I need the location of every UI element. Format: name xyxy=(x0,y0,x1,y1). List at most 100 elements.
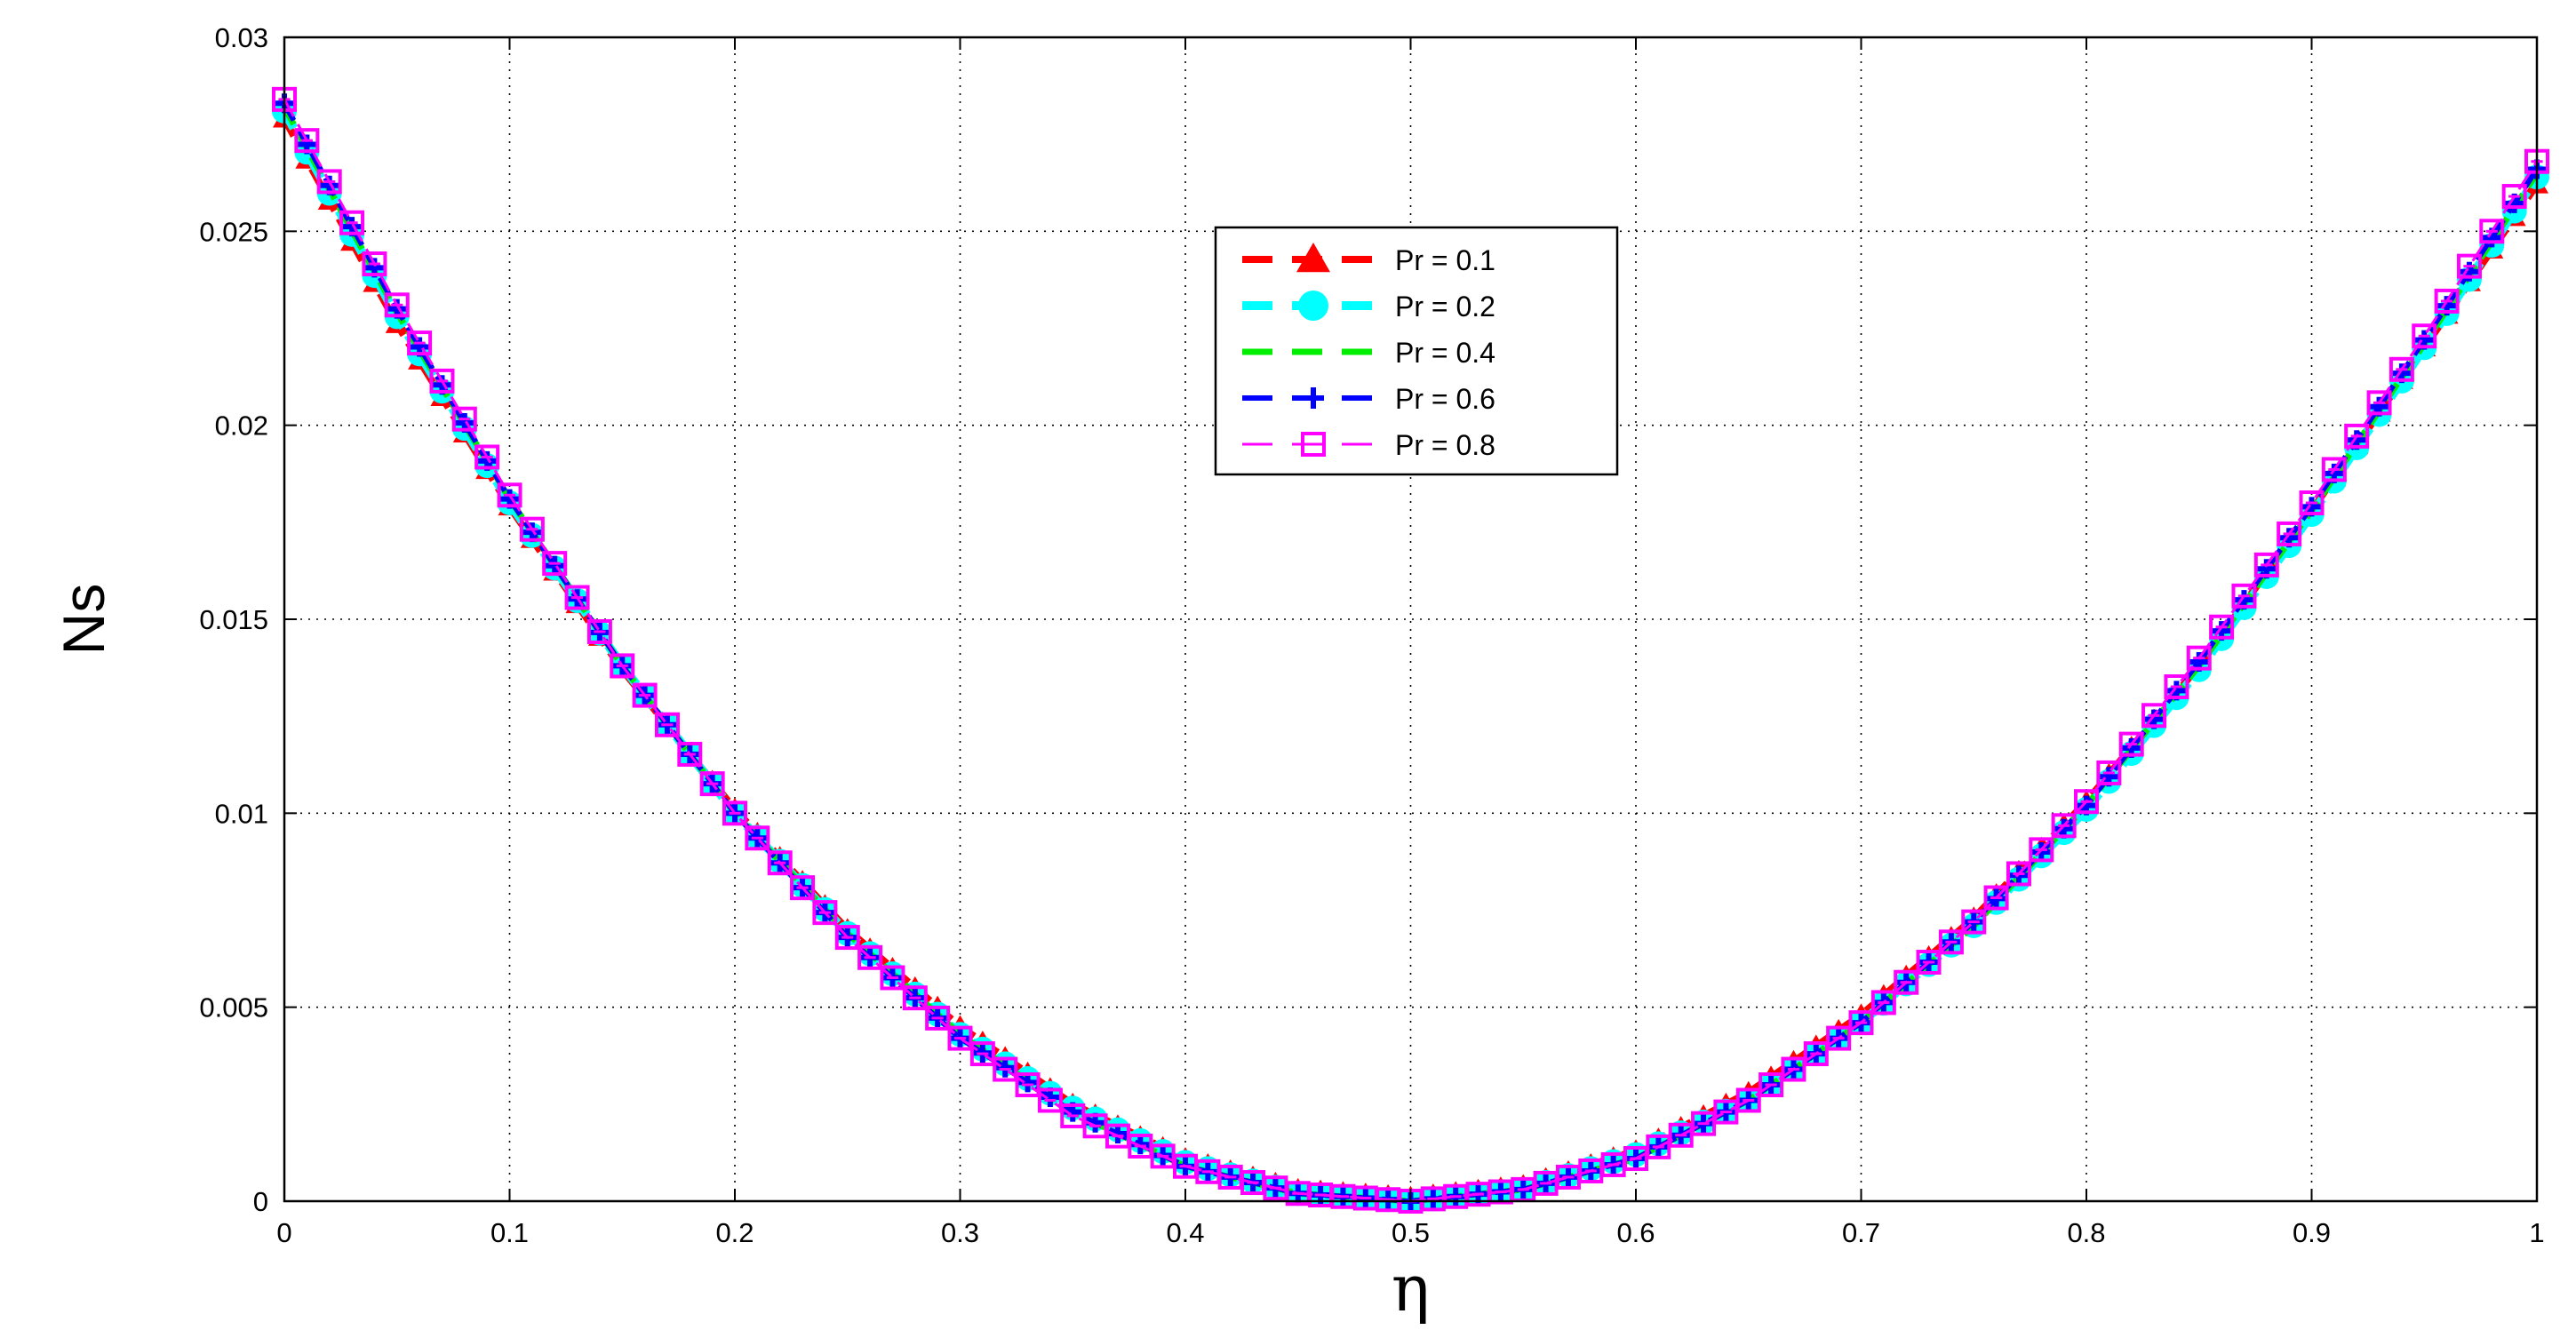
series-marker xyxy=(654,712,680,737)
series-marker xyxy=(767,850,793,876)
series-marker xyxy=(2118,731,2144,757)
x-tick-label: 0.4 xyxy=(1166,1217,1204,1248)
series-marker xyxy=(925,1005,951,1031)
series-marker xyxy=(745,825,770,851)
legend: Pr = 0.1 Pr = 0.2 Pr = 0.4 Pr = 0.6 Pr = 0.8 xyxy=(1214,226,1619,476)
x-tick-label: 0.3 xyxy=(941,1217,979,1248)
series-marker xyxy=(429,368,455,394)
series-marker xyxy=(677,741,703,767)
series-marker xyxy=(475,444,500,470)
legend-item: Pr = 0.6 xyxy=(1242,383,1495,415)
x-tick-label: 0.7 xyxy=(1842,1217,1880,1248)
series-marker xyxy=(2029,837,2054,863)
y-tick-label: 0.03 xyxy=(215,22,268,53)
series-marker xyxy=(1803,1041,1829,1067)
x-tick-label: 0.8 xyxy=(2067,1217,2105,1248)
series-marker xyxy=(699,771,725,797)
y-tick-label: 0.01 xyxy=(215,798,268,829)
series-marker xyxy=(2141,703,2167,729)
series-marker xyxy=(2164,673,2189,699)
series-marker xyxy=(857,944,883,970)
series-marker xyxy=(995,1057,1016,1078)
series-marker xyxy=(1848,1010,1874,1036)
series-marker xyxy=(880,965,905,991)
series-marker xyxy=(722,800,747,826)
y-tick-label: 0.015 xyxy=(199,604,268,635)
series-marker xyxy=(2366,390,2392,416)
legend-label: Pr = 0.6 xyxy=(1395,383,1495,415)
series-marker xyxy=(1916,950,1942,976)
series-marker xyxy=(1894,969,1919,995)
series-marker xyxy=(2501,184,2527,210)
legend-marker xyxy=(1298,291,1328,321)
y-tick-labels: 0 0.005 0.01 0.015 0.02 0.025 0.03 xyxy=(199,22,268,1217)
series-marker xyxy=(564,585,590,610)
series-marker xyxy=(586,618,612,644)
series-marker xyxy=(316,169,342,195)
x-tick-label: 0.5 xyxy=(1392,1217,1430,1248)
series-marker xyxy=(969,1041,995,1067)
series-marker xyxy=(2344,423,2370,449)
series-marker xyxy=(1870,990,1896,1015)
series-marker xyxy=(1759,1072,1784,1097)
legend-label: Pr = 0.1 xyxy=(1395,244,1495,276)
legend-marker xyxy=(1303,387,1324,409)
y-tick-label: 0.025 xyxy=(199,216,268,247)
series-marker xyxy=(362,251,387,277)
series-marker xyxy=(1961,909,1987,935)
y-axis-label: Ns xyxy=(51,584,116,656)
series-marker xyxy=(407,331,433,356)
series-marker xyxy=(2321,457,2347,482)
x-tick-label: 1 xyxy=(2529,1217,2544,1248)
legend-label: Pr = 0.4 xyxy=(1395,337,1495,369)
series-marker xyxy=(2277,521,2302,546)
series-marker xyxy=(1735,1087,1761,1113)
legend-marker xyxy=(1301,432,1326,457)
legend-label: Pr = 0.2 xyxy=(1395,291,1495,323)
series-marker xyxy=(2434,288,2460,314)
y-tick-label: 0 xyxy=(253,1186,268,1217)
series-marker xyxy=(2479,219,2505,244)
series-marker xyxy=(610,653,635,679)
series-marker xyxy=(542,551,568,577)
series-marker xyxy=(519,516,545,542)
series-marker xyxy=(947,1025,973,1051)
series-marker xyxy=(2051,813,2077,839)
axis-ticks xyxy=(283,36,2538,1202)
series-marker xyxy=(2074,789,2099,815)
x-tick-labels: 0 0.1 0.2 0.3 0.4 0.5 0.6 0.7 0.8 0.9 1 xyxy=(276,1217,2544,1248)
series-marker xyxy=(993,1056,1018,1082)
series-marker xyxy=(451,406,477,432)
x-tick-label: 0.2 xyxy=(715,1217,754,1248)
series-marker xyxy=(384,292,410,318)
x-tick-label: 0.6 xyxy=(1616,1217,1655,1248)
series-marker xyxy=(2456,253,2482,279)
series-marker xyxy=(2209,614,2235,640)
series-marker xyxy=(497,482,522,508)
series-marker xyxy=(2412,323,2437,349)
legend-item: Pr = 0.2 xyxy=(1242,291,1495,323)
series-marker xyxy=(545,555,565,576)
series-marker xyxy=(1826,1025,1852,1051)
series-marker xyxy=(902,985,928,1011)
series-marker xyxy=(2006,861,2031,887)
legend-item: Pr = 0.8 xyxy=(1242,429,1495,461)
series-marker xyxy=(834,925,860,951)
series-marker xyxy=(2231,583,2257,609)
series-marker xyxy=(2253,552,2279,577)
series-marker xyxy=(2299,490,2325,515)
legend-item: Pr = 0.4 xyxy=(1242,337,1495,369)
y-tick-label: 0.005 xyxy=(199,992,268,1023)
series-marker xyxy=(2031,842,2052,862)
series-marker xyxy=(2096,760,2122,785)
series-marker xyxy=(1017,1072,1038,1093)
y-tick-label: 0.02 xyxy=(215,410,268,442)
series-marker xyxy=(790,875,816,901)
series-marker xyxy=(1781,1056,1806,1082)
series-marker xyxy=(339,210,365,235)
x-tick-label: 0.1 xyxy=(490,1217,529,1248)
series-marker xyxy=(294,128,320,154)
series-marker xyxy=(2389,356,2414,382)
series-marker xyxy=(812,900,838,926)
